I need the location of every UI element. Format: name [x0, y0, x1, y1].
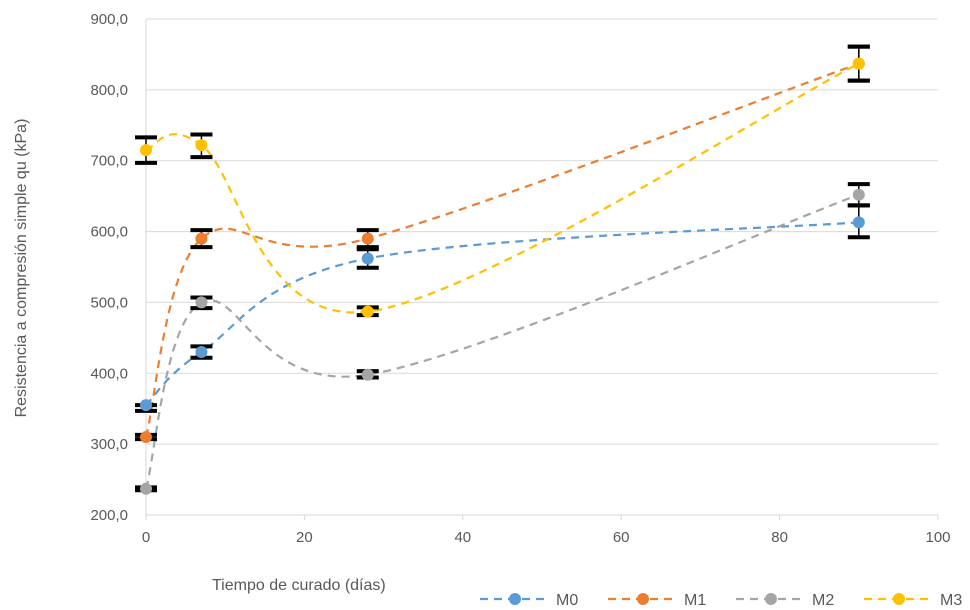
data-point-m3 [361, 305, 374, 318]
x-tick-label: 0 [142, 529, 150, 546]
y-tick-label: 400,0 [90, 365, 128, 382]
data-point-m3 [140, 144, 152, 157]
legend-marker-m2 [765, 593, 777, 605]
x-tick-label: 40 [454, 529, 471, 546]
x-tick-label: 60 [613, 529, 630, 546]
y-tick-label: 700,0 [90, 153, 128, 170]
legend: M0 M1 M2 M3 [480, 592, 962, 609]
x-tick-label: 100 [925, 529, 950, 546]
series-line-m2 [144, 193, 860, 490]
y-tick-label: 600,0 [90, 224, 128, 241]
y-tick-label: 300,0 [90, 436, 128, 453]
x-tick-label: 20 [296, 529, 313, 546]
y-tick-label: 500,0 [90, 294, 128, 311]
x-axis-title: Tiempo de curado (días) [212, 577, 386, 594]
legend-marker-m0 [509, 593, 521, 605]
y-tick-label: 200,0 [90, 507, 128, 524]
data-point-m2 [195, 296, 208, 309]
x-tick-labels: 0 20 40 60 80 100 [142, 529, 951, 546]
series-line-m0 [145, 221, 859, 406]
data-point-m0 [140, 399, 152, 412]
series-line-m3 [145, 62, 860, 314]
legend-label-m2: M2 [812, 592, 834, 609]
error-bars [135, 44, 870, 493]
legend-label-m3: M3 [940, 592, 962, 609]
x-tick-label: 80 [771, 529, 788, 546]
data-point-m2 [361, 368, 374, 381]
data-point-m1 [140, 431, 152, 444]
data-point-m0 [195, 346, 208, 359]
data-point-m1 [361, 232, 374, 245]
data-point-m0 [361, 252, 374, 265]
legend-label-m1: M1 [684, 592, 706, 609]
data-point-m0 [852, 216, 865, 229]
data-point-m3 [195, 139, 208, 152]
data-point-m2 [852, 188, 865, 201]
data-points [140, 57, 865, 495]
y-tick-labels: 200,0 300,0 400,0 500,0 600,0 700,0 800,0 900,0 [90, 11, 128, 524]
y-tick-label: 800,0 [90, 82, 128, 99]
gridlines [146, 18, 938, 445]
y-axis-title: Resistencia a compresión simple qu (kPa) [13, 119, 30, 418]
data-point-m2 [140, 482, 152, 495]
legend-marker-m1 [637, 593, 649, 605]
series-lines [144, 62, 860, 490]
data-point-m1 [195, 232, 208, 245]
data-point-m3 [852, 57, 865, 70]
series-line-m1 [144, 62, 860, 438]
y-tick-label: 900,0 [90, 11, 128, 28]
legend-marker-m3 [893, 593, 905, 605]
legend-label-m0: M0 [556, 592, 578, 609]
